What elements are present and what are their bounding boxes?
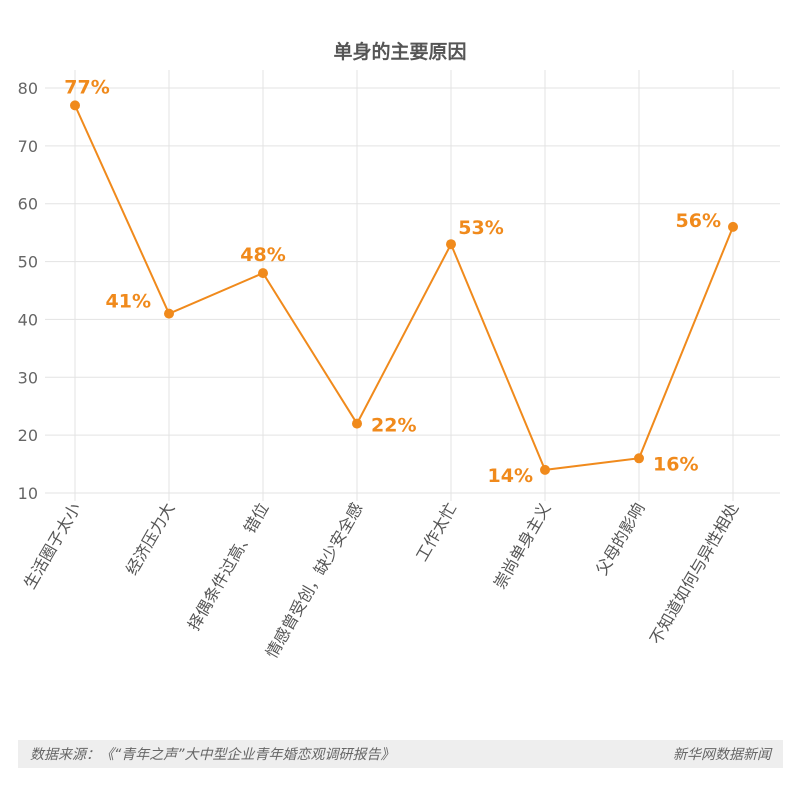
- data-label: 48%: [240, 244, 285, 266]
- data-label: 16%: [653, 453, 698, 475]
- x-tick-label: 崇尚单身主义: [490, 500, 554, 593]
- y-tick-label: 50: [18, 253, 38, 272]
- data-point: [634, 453, 644, 464]
- x-tick-label: 经济压力大: [122, 500, 178, 579]
- data-point: [70, 100, 80, 111]
- chart-title: 单身的主要原因: [333, 40, 466, 63]
- y-tick-label: 70: [18, 137, 38, 156]
- data-label: 22%: [371, 415, 416, 437]
- brand-credit: 新华网数据新闻: [673, 747, 771, 763]
- y-tick-label: 40: [18, 310, 38, 329]
- data-point: [258, 268, 268, 279]
- data-label: 14%: [488, 465, 533, 487]
- x-tick-label: 工作太忙: [412, 500, 460, 565]
- y-tick-label: 60: [18, 195, 38, 214]
- data-label: 77%: [64, 76, 109, 98]
- y-tick-label: 20: [18, 426, 38, 445]
- x-tick-label: 择偶条件过高、错位: [184, 500, 272, 634]
- data-label: 56%: [676, 210, 721, 232]
- data-label: 53%: [458, 217, 503, 239]
- y-tick-label: 30: [18, 368, 38, 387]
- data-point: [352, 418, 362, 429]
- y-tick-label: 10: [18, 484, 38, 503]
- data-point: [446, 239, 456, 250]
- x-tick-label: 情感曾受创，缺少安全感: [262, 500, 366, 662]
- source-note: 数据来源：《“青年之声”大中型企业青年婚恋观调研报告》: [30, 747, 395, 763]
- data-point: [728, 221, 738, 232]
- line-chart: 单身的主要原因 10 20 30 40 50 60 70 80 生活圈子太小 经济压力大 择偶条件…: [18, 40, 780, 662]
- x-tick-label: 生活圈子太小: [20, 500, 84, 593]
- y-tick-label: 80: [18, 79, 38, 98]
- data-point: [164, 308, 174, 319]
- x-tick-label: 父母的影响: [592, 500, 648, 579]
- data-point: [540, 464, 550, 475]
- data-label: 41%: [106, 291, 151, 313]
- x-tick-label: 不知道如何与异性相处: [646, 500, 742, 648]
- footer: 数据来源：《“青年之声”大中型企业青年婚恋观调研报告》 新华网数据新闻: [18, 740, 783, 768]
- series-line: [74, 104, 734, 471]
